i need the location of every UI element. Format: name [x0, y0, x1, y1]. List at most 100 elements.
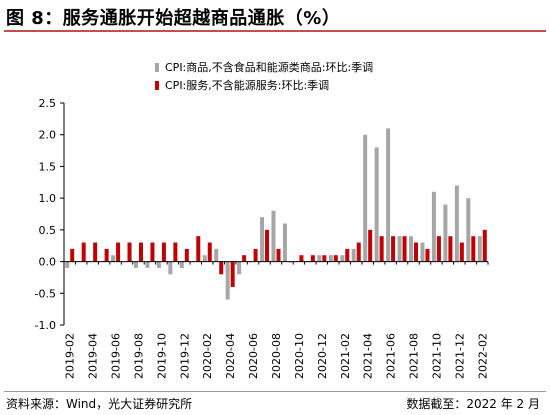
- services-bar: [138, 242, 143, 262]
- y-tick-label: -1.0: [35, 319, 56, 332]
- goods-bar: [351, 248, 356, 262]
- services-bar: [448, 236, 453, 262]
- goods-bar: [225, 261, 230, 300]
- goods-bar: [260, 217, 265, 262]
- legend-goods-label: CPI:商品,不含食品和能源类商品:环比:季调: [165, 60, 373, 74]
- services-bar: [127, 242, 132, 262]
- goods-bar: [317, 255, 322, 262]
- goods-bar: [431, 191, 436, 262]
- goods-bar: [466, 198, 471, 262]
- services-bar: [436, 236, 441, 262]
- goods-bar: [386, 128, 391, 262]
- x-tick-label: 2019-02: [64, 333, 77, 379]
- goods-bar: [477, 236, 482, 262]
- services-bar: [471, 236, 476, 262]
- goods-bar: [271, 210, 276, 262]
- services-bar: [219, 261, 224, 275]
- goods-bar: [420, 242, 425, 262]
- title-divider: [4, 30, 546, 32]
- legend-services-label: CPI:服务,不含能源服务:环比:季调: [165, 78, 329, 92]
- y-tick-label: 0.5: [39, 224, 57, 237]
- services-bar: [459, 242, 464, 262]
- services-bar: [81, 242, 86, 262]
- x-tick-label: 2020-02: [201, 333, 214, 379]
- goods-bar: [340, 255, 345, 262]
- services-bar: [70, 248, 75, 262]
- services-bar: [150, 242, 155, 262]
- x-tick-label: 2021-06: [385, 333, 398, 379]
- x-tick-label: 2021-10: [430, 333, 443, 379]
- services-bar: [322, 255, 327, 262]
- services-bar: [425, 248, 430, 262]
- services-bar: [184, 248, 189, 262]
- goods-bar: [363, 134, 368, 262]
- goods-bar: [65, 261, 70, 268]
- goods-bar: [454, 185, 459, 262]
- legend-goods-swatch: [155, 63, 159, 72]
- x-tick-label: 2019-10: [155, 333, 168, 379]
- x-tick-label: 2019-08: [132, 333, 145, 379]
- x-tick-label: 2019-06: [110, 333, 123, 379]
- x-tick-label: 2020-10: [293, 333, 306, 379]
- y-tick-label: 2.0: [39, 129, 57, 142]
- services-bar: [356, 242, 361, 262]
- services-bar: [173, 242, 178, 262]
- x-tick-label: 2020-12: [316, 333, 329, 379]
- goods-bar: [156, 261, 161, 268]
- services-bar: [276, 248, 281, 262]
- x-tick-label: 2019-04: [87, 333, 100, 379]
- services-bar: [310, 255, 315, 262]
- services-bar: [402, 236, 407, 262]
- source-note: 资料来源：Wind，光大证券研究所: [6, 397, 193, 411]
- services-bar: [242, 255, 247, 262]
- goods-bar: [133, 261, 138, 268]
- y-tick-label: 2.5: [39, 97, 57, 110]
- chart-title: 图 8：服务通胀开始超越商品通胀（%）: [6, 8, 341, 29]
- x-tick-label: 2021-02: [339, 333, 352, 379]
- footer-divider: [4, 391, 546, 392]
- services-bar: [379, 236, 384, 262]
- goods-bar: [145, 261, 150, 268]
- x-tick-label: 2021-04: [362, 333, 375, 379]
- services-bar: [116, 242, 121, 262]
- date-note: 数据截至：2022 年 2 月: [406, 397, 540, 411]
- services-bar: [333, 255, 338, 262]
- legend-services-swatch: [155, 81, 159, 90]
- x-tick-label: 2021-08: [408, 333, 421, 379]
- services-bar: [414, 242, 419, 262]
- goods-bar: [374, 147, 379, 262]
- services-bar: [265, 229, 270, 262]
- y-tick-label: 1.0: [39, 192, 57, 205]
- goods-bar: [111, 255, 116, 262]
- services-bar: [93, 242, 98, 262]
- goods-bar: [409, 236, 414, 262]
- goods-bar: [328, 255, 333, 262]
- x-tick-label: 2020-06: [247, 333, 260, 379]
- services-bar: [207, 242, 212, 262]
- y-tick-label: 0.0: [39, 256, 57, 269]
- goods-bar: [237, 261, 242, 275]
- services-bar: [482, 229, 487, 262]
- services-bar: [368, 229, 373, 262]
- x-tick-label: 2020-08: [270, 333, 283, 379]
- goods-bar: [202, 255, 207, 262]
- y-tick-label: -0.5: [35, 287, 56, 300]
- x-tick-label: 2021-12: [453, 333, 466, 379]
- x-tick-label: 2022-02: [476, 333, 489, 379]
- x-tick-label: 2020-04: [224, 333, 237, 379]
- goods-bar: [397, 236, 402, 262]
- services-bar: [345, 248, 350, 262]
- goods-bar: [214, 248, 219, 262]
- services-bar: [104, 248, 109, 262]
- services-bar: [391, 236, 396, 262]
- services-bar: [299, 255, 304, 262]
- goods-bar: [179, 261, 184, 268]
- x-tick-label: 2019-12: [178, 333, 191, 379]
- y-tick-label: 1.5: [39, 160, 57, 173]
- bar-chart: -1.0 -0.5 0.0 0.5 1.0 1.5 2.0 2.5 2019-02 2019-04…: [35, 60, 490, 379]
- goods-bar: [282, 223, 287, 262]
- services-bar: [253, 248, 258, 262]
- services-bar: [196, 236, 201, 262]
- services-bar: [230, 261, 235, 287]
- goods-bar: [443, 204, 448, 262]
